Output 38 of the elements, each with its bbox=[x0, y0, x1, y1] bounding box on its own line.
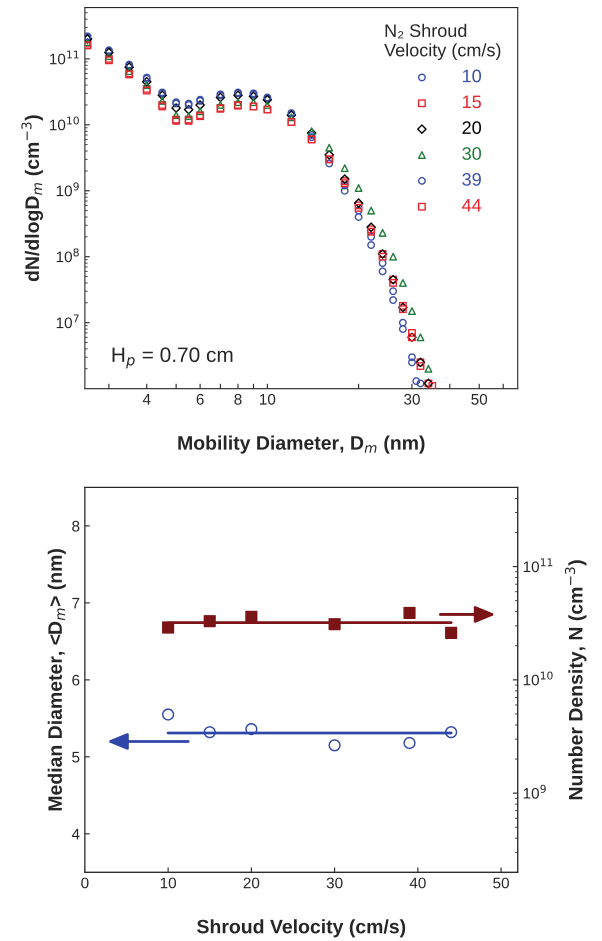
y2-tick-label: 10$^{10}$ bbox=[524, 672, 553, 686]
x-tick-label: 10 bbox=[260, 394, 276, 405]
x-tick-label: 50 bbox=[471, 394, 488, 405]
y2-axis-title: Number Density, N (cm$^{−3}$) bbox=[564, 560, 586, 800]
legend-label: 10 bbox=[463, 70, 482, 82]
y-tick-label: 10$^{7}$ bbox=[56, 314, 79, 328]
y-tick-label: 10$^{11}$ bbox=[50, 50, 79, 64]
x-tick-label: 10 bbox=[160, 878, 176, 888]
y-axis-title: dN/dlogD$_{m}$ (cm$^{−3}$) bbox=[21, 115, 43, 282]
y2-tick-label: 10$^{11}$ bbox=[524, 558, 552, 572]
x-axis-title: Shroud Velocity (cm/s) bbox=[197, 919, 406, 938]
x-tick-label: 4 bbox=[142, 394, 151, 405]
legend-title: N₂ Shroud Velocity (cm/s) bbox=[384, 24, 500, 60]
x-tick-label: 6 bbox=[196, 394, 204, 405]
y-tick-label: 8 bbox=[72, 520, 80, 532]
y-tick-label: 10$^{10}$ bbox=[50, 116, 79, 130]
annotation: H$_{p}$ = 0.70 cm bbox=[112, 347, 232, 368]
x-axis-title: Mobility Diameter, D$_{m}$ (nm) bbox=[178, 436, 424, 454]
y-tick-label: 5 bbox=[72, 752, 80, 763]
legend-label: 39 bbox=[462, 173, 481, 186]
y-axis-title: Median Diameter, <D$_{m}$> (nm) bbox=[48, 549, 66, 810]
x-tick-label: 40 bbox=[410, 878, 426, 888]
x-tick-label: 30 bbox=[404, 394, 420, 405]
x-tick-label: 0 bbox=[81, 878, 89, 888]
y2-tick-label: 10$^{9}$ bbox=[524, 784, 546, 799]
legend-label: 20 bbox=[462, 121, 482, 134]
legend-label: 44 bbox=[462, 199, 482, 212]
y-tick-label: 4 bbox=[72, 828, 80, 840]
y-tick-label: 6 bbox=[72, 674, 80, 686]
y-tick-label: 10$^{8}$ bbox=[56, 248, 79, 262]
legend-label: 15 bbox=[463, 96, 481, 108]
y-tick-label: 10$^{9}$ bbox=[56, 182, 79, 196]
x-tick-label: 30 bbox=[326, 878, 342, 888]
x-tick-label: 8 bbox=[234, 394, 242, 405]
x-tick-label: 50 bbox=[493, 878, 509, 888]
x-tick-label: 20 bbox=[244, 878, 260, 888]
y-tick-label: 7 bbox=[72, 598, 80, 608]
legend-label: 30 bbox=[462, 147, 482, 160]
